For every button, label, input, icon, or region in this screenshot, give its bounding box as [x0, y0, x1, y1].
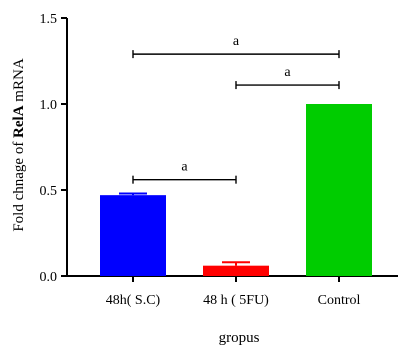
- y-tick-label: 0.0: [40, 270, 58, 285]
- x-tick-label: 48 h ( 5FU): [203, 293, 269, 308]
- y-axis-title-part: RelA: [11, 105, 27, 138]
- y-axis-title: Fold chnage of RelA mRNA: [11, 58, 27, 231]
- significance-label: a: [284, 65, 291, 80]
- y-axis-title-part: Fold chnage of: [11, 138, 27, 232]
- y-tick-label: 1.5: [40, 12, 58, 27]
- y-tick-label: 1.0: [40, 98, 58, 113]
- y-tick-label: 0.5: [40, 184, 58, 199]
- x-tick-label: Control: [318, 293, 361, 308]
- x-tick-label: 48h( S.C): [106, 293, 161, 308]
- significance-label: a: [181, 160, 188, 175]
- bar: [100, 195, 166, 276]
- x-axis-title: gropus: [219, 330, 260, 346]
- bar: [306, 104, 372, 276]
- significance-label: a: [233, 34, 240, 49]
- bar: [203, 265, 269, 276]
- significance-brackets: a a a: [132, 34, 340, 184]
- y-axis-title-part: mRNA: [11, 58, 27, 105]
- bars: [100, 104, 372, 276]
